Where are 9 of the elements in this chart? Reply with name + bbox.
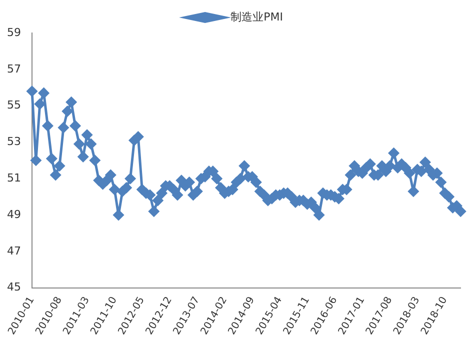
y-tick-label: 53 [6,135,21,148]
y-tick-label: 49 [6,208,21,221]
y-tick-label: 57 [6,62,21,76]
y-tick-label: 51 [6,171,21,184]
y-tick-label: 47 [6,244,21,258]
legend-label: 制造业PMI [230,10,283,24]
y-tick-label: 59 [6,26,21,39]
y-tick-label: 45 [6,280,21,294]
y-tick-label: 55 [6,98,21,112]
